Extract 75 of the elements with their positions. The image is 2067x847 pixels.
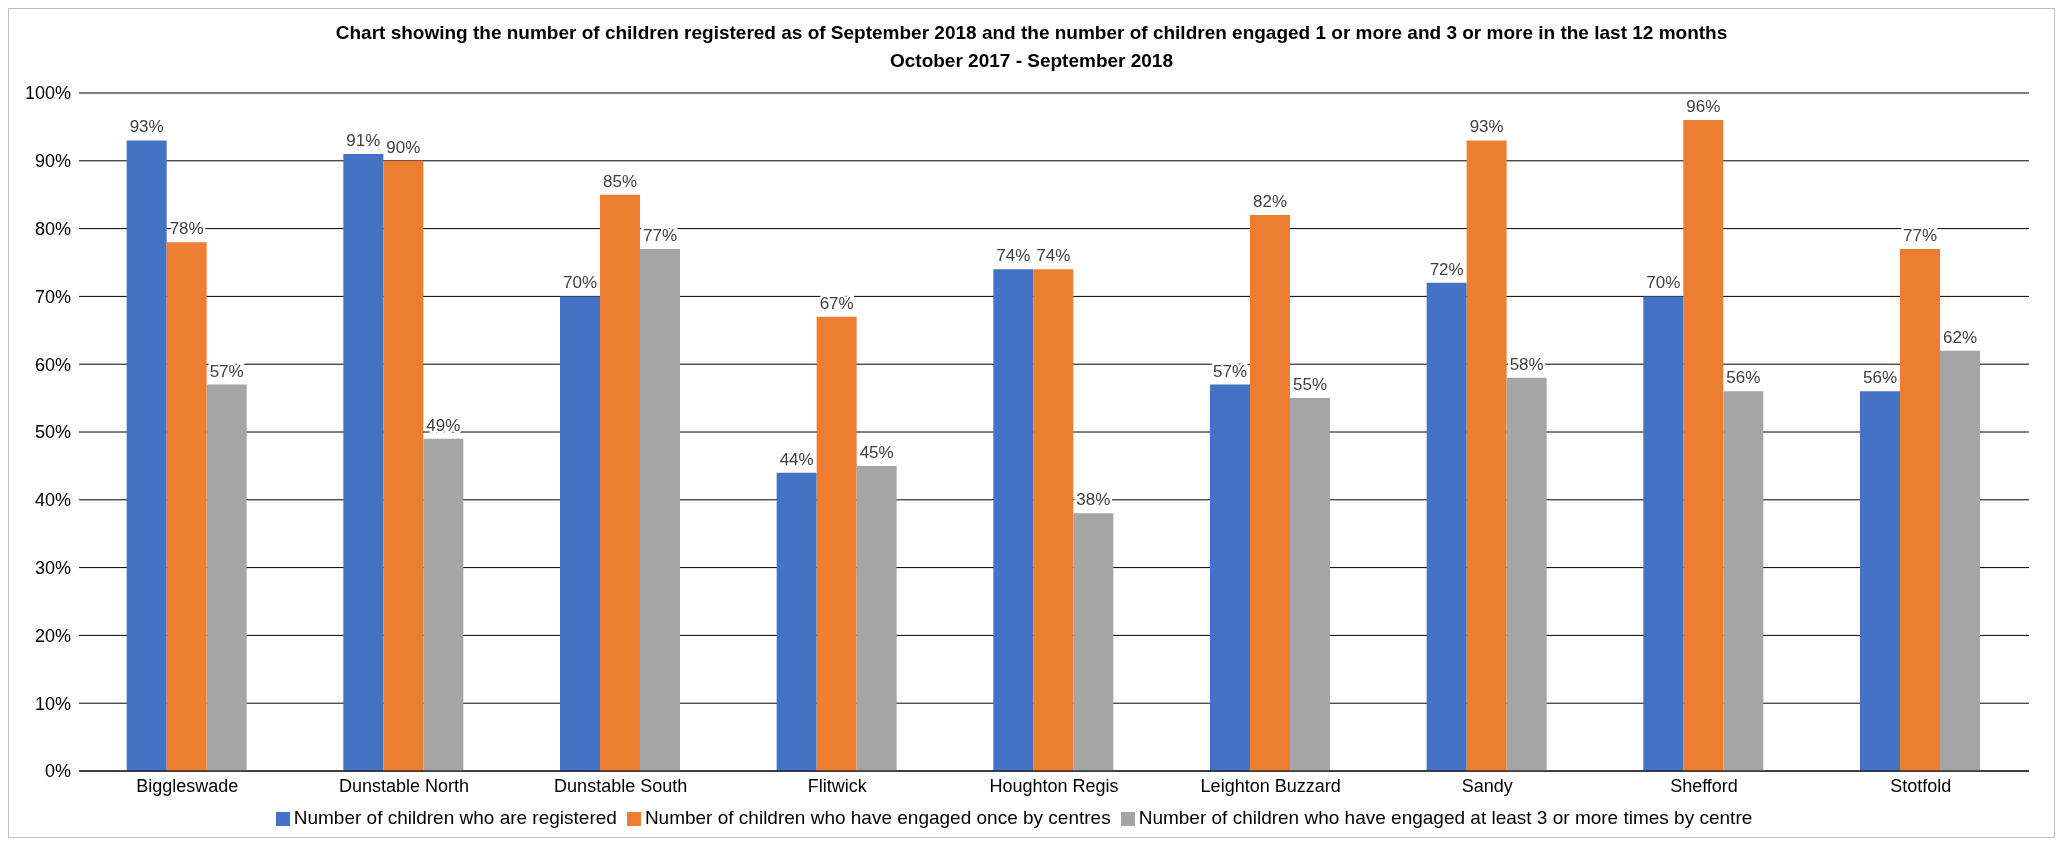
legend-label: Number of children who are registered — [293, 807, 617, 828]
data-label: 90% — [386, 137, 421, 157]
legend-label: Number of children who have engaged at least 3 or more times by centre — [1138, 807, 1753, 828]
bar — [1860, 391, 1900, 771]
bar — [1426, 282, 1467, 771]
bar — [640, 248, 680, 771]
bar — [1466, 140, 1507, 771]
data-label: 82% — [1252, 192, 1288, 212]
data-label: 85% — [602, 171, 638, 191]
bar — [600, 194, 640, 771]
bar — [560, 296, 600, 771]
data-label: 74% — [996, 246, 1031, 266]
data-label: 93% — [1469, 117, 1504, 137]
bar — [856, 465, 897, 771]
x-tick-label: Biggleswade — [136, 775, 239, 796]
data-label: 56% — [1862, 368, 1898, 388]
y-tick-label: 100% — [24, 83, 71, 104]
data-label: 45% — [859, 442, 894, 462]
bar — [1290, 398, 1330, 771]
chart-title: Chart showing the number of children registered as of September 2018 and the number of children engaged 1 or more and 3 or more in the last 12 months October 2017 - September 2018 — [334, 21, 1729, 73]
data-label: 70% — [1646, 273, 1681, 293]
y-tick-label: 40% — [34, 490, 71, 511]
bar — [1643, 296, 1684, 771]
bar — [1683, 120, 1724, 771]
x-tick-label: Shefford — [1670, 775, 1738, 796]
bar — [816, 316, 857, 771]
x-tick-label: Houghton Regis — [989, 775, 1119, 796]
bar — [776, 472, 817, 771]
bar — [993, 269, 1034, 771]
y-tick-label: 80% — [34, 218, 71, 239]
bar — [1900, 248, 1940, 771]
data-label: 44% — [779, 449, 814, 469]
bar — [126, 140, 167, 771]
y-tick-label: 0% — [44, 761, 71, 782]
data-label: 77% — [1902, 225, 1938, 245]
bar — [166, 242, 207, 771]
y-tick-label: 50% — [34, 422, 71, 443]
data-label: 77% — [642, 225, 678, 245]
y-tick-label: 70% — [34, 286, 71, 307]
data-label: 49% — [426, 415, 461, 435]
x-tick-label: Leighton Buzzard — [1200, 775, 1341, 796]
bar — [1940, 350, 1980, 771]
data-label: 93% — [129, 117, 164, 137]
data-label: 74% — [1036, 246, 1071, 266]
x-tick-label: Flitwick — [807, 775, 868, 796]
x-tick-label: Stotfold — [1890, 775, 1952, 796]
y-tick-label: 20% — [34, 625, 71, 646]
bar — [1210, 384, 1250, 771]
data-label: 57% — [1212, 361, 1248, 381]
bar — [383, 160, 424, 771]
data-label: 96% — [1686, 97, 1721, 117]
bar — [343, 154, 384, 771]
data-label: 55% — [1292, 375, 1328, 395]
x-tick-label: Sandy — [1461, 775, 1513, 796]
legend-label: Number of children who have engaged once by centres — [644, 807, 1111, 828]
data-label: 91% — [346, 131, 381, 151]
data-label: 72% — [1429, 259, 1464, 279]
y-tick-label: 30% — [34, 557, 71, 578]
x-tick-label: Dunstable South — [554, 775, 688, 796]
data-label: 62% — [1942, 327, 1978, 347]
bar — [1073, 513, 1114, 771]
data-label: 56% — [1726, 368, 1761, 388]
bar — [1506, 377, 1547, 771]
data-label: 67% — [819, 293, 854, 313]
data-label: 70% — [562, 273, 598, 293]
bar — [423, 438, 464, 771]
bar — [206, 384, 247, 771]
y-tick-label: 10% — [34, 693, 71, 714]
x-tick-label: Dunstable North — [338, 775, 470, 796]
y-tick-label: 60% — [34, 354, 71, 375]
bar — [1033, 269, 1074, 771]
bar — [1250, 215, 1290, 771]
data-label: 57% — [209, 361, 244, 381]
bar — [1723, 391, 1764, 771]
y-tick-label: 90% — [34, 151, 71, 172]
